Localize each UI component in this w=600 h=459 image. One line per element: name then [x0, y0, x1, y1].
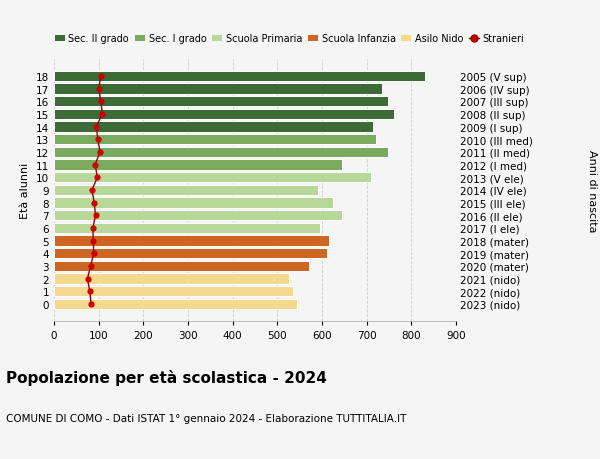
Bar: [54, 173, 371, 183]
Bar: [54, 274, 289, 284]
Text: Anni di nascita: Anni di nascita: [587, 149, 597, 232]
Bar: [54, 236, 329, 246]
Bar: [54, 261, 310, 271]
Bar: [54, 185, 317, 196]
Bar: [54, 135, 376, 145]
Text: Popolazione per età scolastica - 2024: Popolazione per età scolastica - 2024: [6, 369, 327, 386]
Bar: [54, 122, 373, 133]
Bar: [54, 211, 342, 221]
Bar: [54, 84, 382, 95]
Bar: [54, 72, 425, 82]
Bar: [54, 110, 394, 120]
Bar: [54, 198, 333, 208]
Bar: [54, 147, 388, 158]
Bar: [54, 160, 342, 170]
Bar: [54, 97, 388, 107]
Bar: [54, 286, 293, 297]
Bar: [54, 299, 296, 309]
Text: COMUNE DI COMO - Dati ISTAT 1° gennaio 2024 - Elaborazione TUTTITALIA.IT: COMUNE DI COMO - Dati ISTAT 1° gennaio 2…: [6, 413, 406, 423]
Bar: [54, 248, 328, 259]
Legend: Sec. II grado, Sec. I grado, Scuola Primaria, Scuola Infanzia, Asilo Nido, Stran: Sec. II grado, Sec. I grado, Scuola Prim…: [55, 34, 524, 45]
Y-axis label: Età alunni: Età alunni: [20, 162, 31, 218]
Bar: [54, 223, 320, 234]
